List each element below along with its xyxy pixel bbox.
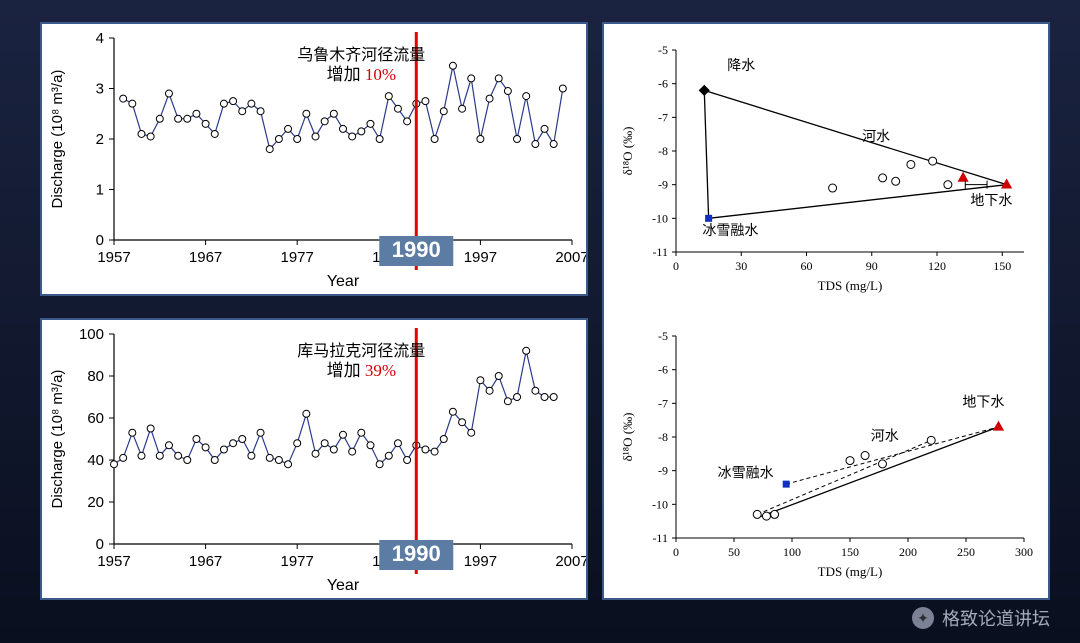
watermark-text: 格致论道讲坛 [942, 605, 1050, 631]
svg-text:100: 100 [783, 545, 801, 559]
chart-b-panel: 1957196719771987199720070204060801001990… [40, 318, 588, 600]
svg-text:-11: -11 [652, 245, 668, 259]
svg-text:1957: 1957 [97, 249, 130, 266]
svg-text:-7: -7 [658, 396, 668, 410]
svg-text:250: 250 [957, 545, 975, 559]
svg-text:20: 20 [87, 494, 104, 511]
svg-text:3: 3 [96, 81, 104, 98]
svg-text:TDS (mg/L): TDS (mg/L) [818, 278, 883, 293]
svg-text:Discharge (10⁸ m³/a): Discharge (10⁸ m³/a) [49, 370, 66, 509]
svg-text:1990: 1990 [392, 541, 441, 566]
svg-text:地下水: 地下水 [970, 193, 1012, 209]
svg-text:-9: -9 [658, 178, 668, 192]
svg-text:150: 150 [993, 259, 1011, 273]
svg-text:40: 40 [87, 452, 104, 469]
svg-text:90: 90 [866, 259, 878, 273]
svg-text:库马拉克河径流量: 库马拉克河径流量 [297, 342, 425, 360]
svg-text:0: 0 [673, 545, 679, 559]
svg-text:δ¹⁸O (‰): δ¹⁸O (‰) [620, 127, 635, 176]
svg-text:2007: 2007 [555, 553, 586, 570]
svg-text:50: 50 [728, 545, 740, 559]
svg-text:100: 100 [79, 326, 104, 343]
svg-text:60: 60 [87, 410, 104, 427]
svg-text:冰雪融水: 冰雪融水 [702, 223, 758, 239]
svg-text:-11: -11 [652, 531, 668, 545]
svg-text:河水: 河水 [871, 428, 899, 444]
chart-c-panel: 0306090120150-11-10-9-8-7-6-5降水河水地下水冰雪融水… [602, 22, 1050, 600]
svg-text:-8: -8 [658, 144, 668, 158]
svg-text:1967: 1967 [189, 249, 222, 266]
svg-text:0: 0 [673, 259, 679, 273]
svg-text:80: 80 [87, 368, 104, 385]
svg-text:2: 2 [96, 131, 104, 148]
svg-text:1997: 1997 [464, 249, 497, 266]
svg-text:120: 120 [928, 259, 946, 273]
svg-text:1977: 1977 [281, 249, 314, 266]
svg-text:1: 1 [96, 182, 104, 199]
svg-text:0: 0 [96, 536, 104, 553]
svg-text:4: 4 [96, 30, 104, 47]
svg-text:-7: -7 [658, 110, 668, 124]
svg-text:200: 200 [899, 545, 917, 559]
svg-text:增加 39%: 增加 39% [327, 361, 396, 380]
svg-text:30: 30 [735, 259, 747, 273]
svg-text:-8: -8 [658, 430, 668, 444]
svg-text:-9: -9 [658, 464, 668, 478]
svg-text:1990: 1990 [392, 237, 441, 262]
wechat-icon: ✦ [912, 607, 934, 629]
svg-text:1967: 1967 [189, 553, 222, 570]
svg-text:1997: 1997 [464, 553, 497, 570]
chart-a-svg: 195719671977198719972007012341990乌鲁木齐河径流… [42, 24, 586, 294]
svg-text:-10: -10 [652, 497, 668, 511]
svg-text:300: 300 [1015, 545, 1033, 559]
svg-text:δ¹⁸O (‰): δ¹⁸O (‰) [620, 413, 635, 462]
svg-text:60: 60 [801, 259, 813, 273]
svg-text:150: 150 [841, 545, 859, 559]
svg-text:0: 0 [96, 232, 104, 249]
svg-text:降水: 降水 [727, 58, 755, 74]
svg-text:冰雪融水: 冰雪融水 [718, 465, 774, 481]
svg-text:Year: Year [327, 577, 360, 594]
chart-b-svg: 1957196719771987199720070204060801001990… [42, 320, 586, 598]
svg-text:增加 10%: 增加 10% [327, 65, 396, 84]
chart-c-svg: 0306090120150-11-10-9-8-7-6-5降水河水地下水冰雪融水… [604, 24, 1048, 598]
svg-text:-6: -6 [658, 363, 668, 377]
svg-text:2007: 2007 [555, 249, 586, 266]
svg-text:Year: Year [327, 273, 360, 290]
chart-a-panel: 195719671977198719972007012341990乌鲁木齐河径流… [40, 22, 588, 296]
svg-text:地下水: 地下水 [962, 395, 1004, 411]
svg-text:乌鲁木齐河径流量: 乌鲁木齐河径流量 [297, 46, 425, 64]
svg-text:-6: -6 [658, 77, 668, 91]
svg-text:1977: 1977 [281, 553, 314, 570]
svg-text:河水: 河水 [862, 129, 890, 145]
svg-text:-5: -5 [658, 329, 668, 343]
svg-text:-5: -5 [658, 43, 668, 57]
svg-text:1957: 1957 [97, 553, 130, 570]
watermark: ✦ 格致论道讲坛 [912, 605, 1050, 631]
svg-text:Discharge (10⁸ m³/a): Discharge (10⁸ m³/a) [49, 70, 66, 209]
svg-text:TDS (mg/L): TDS (mg/L) [818, 564, 883, 579]
svg-text:-10: -10 [652, 211, 668, 225]
